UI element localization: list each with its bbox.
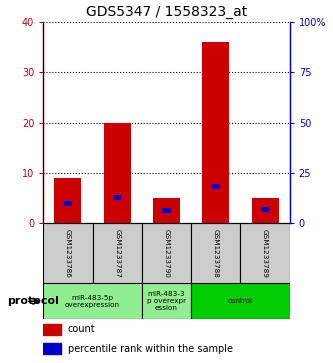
Text: control: control <box>228 298 253 304</box>
Bar <box>64 201 72 205</box>
Bar <box>153 198 180 223</box>
Text: count: count <box>68 325 96 334</box>
Text: miR-483-5p
overexpression: miR-483-5p overexpression <box>65 295 120 308</box>
Bar <box>43 324 61 335</box>
Bar <box>43 283 142 319</box>
Text: protocol: protocol <box>7 296 59 306</box>
Bar <box>212 184 220 189</box>
Bar <box>43 223 93 283</box>
Bar <box>163 208 170 213</box>
Text: GSM1233789: GSM1233789 <box>262 229 268 278</box>
Bar <box>93 223 142 283</box>
Bar <box>43 343 61 354</box>
Text: GSM1233788: GSM1233788 <box>213 229 219 278</box>
Bar <box>251 198 279 223</box>
Bar <box>240 223 290 283</box>
Text: GSM1233790: GSM1233790 <box>164 229 169 278</box>
Bar <box>113 195 121 200</box>
Bar <box>142 283 191 319</box>
Bar <box>104 122 131 223</box>
Bar <box>191 223 240 283</box>
Bar <box>191 283 290 319</box>
Bar <box>142 223 191 283</box>
Text: percentile rank within the sample: percentile rank within the sample <box>68 344 233 354</box>
Text: GSM1233787: GSM1233787 <box>114 229 120 278</box>
Text: miR-483-3
p overexpr
ession: miR-483-3 p overexpr ession <box>147 291 186 311</box>
Bar <box>202 42 229 223</box>
Bar <box>54 178 82 223</box>
Text: GSM1233786: GSM1233786 <box>65 229 71 278</box>
Bar <box>261 207 269 212</box>
Title: GDS5347 / 1558323_at: GDS5347 / 1558323_at <box>86 5 247 19</box>
